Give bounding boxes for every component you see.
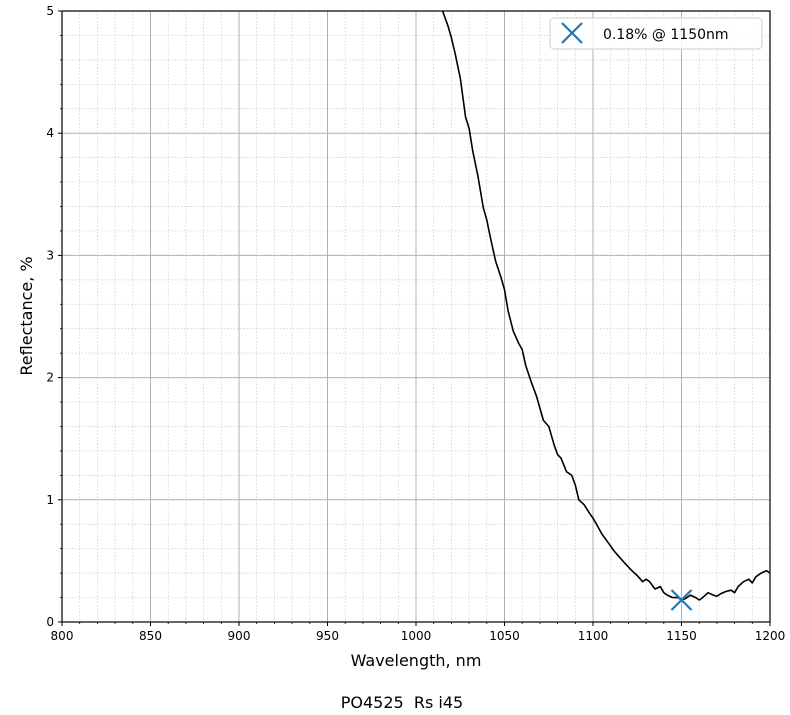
major-grid (62, 11, 770, 622)
series-layer (441, 10, 771, 601)
y-tick-label: 2 (46, 371, 54, 385)
x-tick-label: 800 (51, 629, 74, 643)
y-tick-label: 1 (46, 493, 54, 507)
chart-caption: PO4525 Rs i45 (341, 693, 463, 712)
reflectance-series-line (441, 10, 771, 601)
legend: 0.18% @ 1150nm (549, 17, 763, 50)
x-tick-label: 900 (228, 629, 251, 643)
y-axis-ticks: 0 1 2 3 4 5 (46, 4, 62, 629)
x-tick-label: 1100 (578, 629, 609, 643)
legend-box (549, 17, 763, 50)
x-tick-label: 850 (139, 629, 162, 643)
y-axis-title: Reflectance, % (17, 256, 36, 375)
x-tick-label: 1150 (666, 629, 697, 643)
x-tick-label: 1000 (401, 629, 432, 643)
y-tick-label: 5 (46, 4, 54, 18)
y-tick-label: 4 (46, 126, 54, 140)
x-tick-label: 1200 (755, 629, 786, 643)
x-tick-label: 1050 (489, 629, 520, 643)
y-tick-label: 0 (46, 615, 54, 629)
legend-label: 0.18% @ 1150nm (603, 27, 729, 43)
y-tick-label: 3 (46, 248, 54, 262)
legend-x-marker-icon (561, 22, 583, 44)
x-axis-ticks: 800 850 900 950 1000 1050 1100 1150 1200 (51, 622, 786, 643)
x-tick-label: 950 (316, 629, 339, 643)
minimum-x-marker (670, 589, 693, 611)
marker-layer (670, 589, 693, 611)
legend-x-glyph (561, 22, 583, 44)
x-axis-title: Wavelength, nm (351, 651, 482, 670)
minimum-x-marker-stroke (670, 589, 693, 611)
legend-x-glyph-stroke (561, 22, 583, 44)
